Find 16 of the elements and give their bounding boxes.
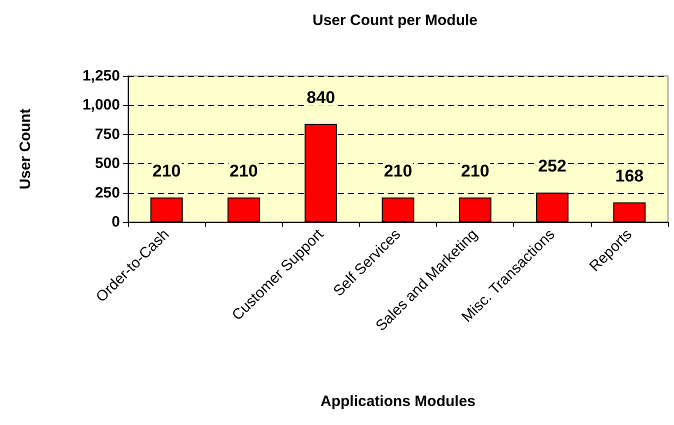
data-label: 210 (152, 161, 181, 180)
data-label: 840 (306, 88, 336, 107)
data-label: 210 (384, 161, 412, 180)
data-label: 252 (538, 156, 566, 176)
data-label: 210 (460, 161, 490, 180)
y-axis-title: User Count (17, 108, 34, 190)
x-axis-title: Applications Modules (320, 393, 476, 410)
data-label: 168 (615, 166, 644, 186)
y-tick-label: 1,000 (82, 96, 120, 114)
y-tick-label: 1,250 (82, 68, 120, 84)
y-tick-label: 0 (112, 214, 120, 230)
y-tick-label: 500 (94, 155, 120, 172)
y-tick-label: 250 (94, 184, 120, 202)
y-tick-label: 750 (94, 126, 120, 143)
data-label: 210 (230, 161, 258, 180)
chart-title: User Count per Module (312, 12, 478, 29)
